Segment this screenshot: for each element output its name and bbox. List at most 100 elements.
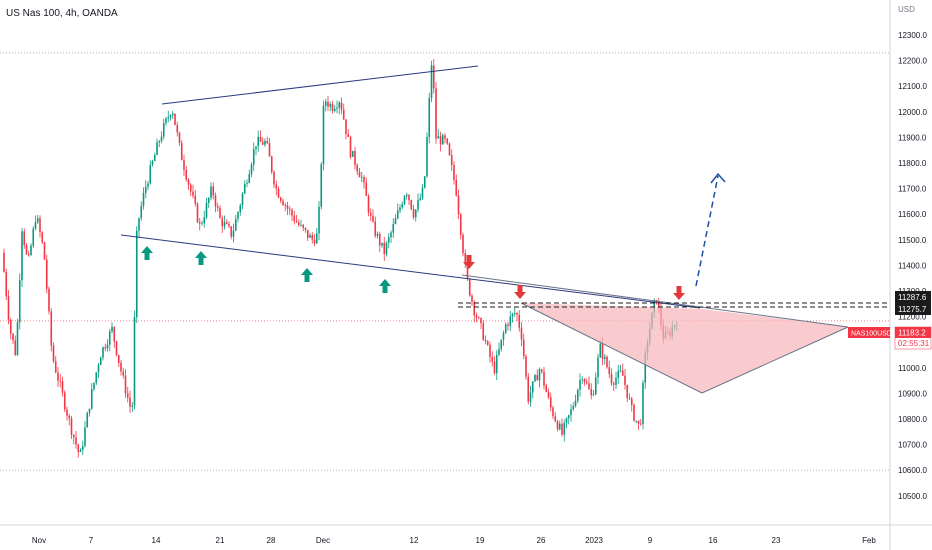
candle-body bbox=[149, 165, 152, 184]
candle-body bbox=[52, 345, 55, 362]
candle-body bbox=[169, 115, 172, 118]
down-arrow-icon[interactable] bbox=[673, 286, 685, 300]
price-marker-badge bbox=[895, 303, 931, 315]
candle-body bbox=[403, 196, 406, 205]
up-arrow-icon[interactable] bbox=[379, 279, 391, 293]
candle-body bbox=[9, 319, 12, 334]
candle-body bbox=[448, 143, 451, 156]
candle-body bbox=[363, 177, 365, 183]
candle-body bbox=[205, 202, 208, 218]
candle-body bbox=[594, 377, 597, 395]
candle-body bbox=[243, 183, 246, 194]
candle-body bbox=[351, 150, 354, 157]
candle-body bbox=[342, 109, 345, 120]
candle-body bbox=[18, 280, 21, 323]
drawings[interactable] bbox=[120, 65, 890, 394]
candle-body bbox=[565, 418, 568, 423]
candle-body bbox=[464, 253, 467, 265]
candle-body bbox=[223, 222, 226, 227]
candle-body bbox=[511, 313, 514, 317]
candle-body bbox=[68, 415, 71, 419]
candle-body bbox=[176, 124, 179, 133]
candle-body bbox=[507, 324, 509, 326]
candle-body bbox=[124, 375, 127, 394]
chart-title: US Nas 100, 4h, OANDA bbox=[6, 8, 118, 19]
countdown-label: 02:55:31 bbox=[898, 339, 930, 348]
candle-body bbox=[171, 113, 174, 116]
candle-body bbox=[428, 97, 431, 138]
candle-body bbox=[612, 383, 615, 385]
candle-body bbox=[311, 235, 314, 240]
candle-body bbox=[432, 65, 435, 89]
candle-body bbox=[142, 192, 145, 206]
candle-body bbox=[59, 380, 62, 382]
candle-body bbox=[180, 142, 183, 161]
candle-body bbox=[520, 327, 523, 340]
candle-body bbox=[196, 203, 199, 223]
candle-body bbox=[489, 344, 491, 357]
candle-body bbox=[455, 179, 458, 196]
candle-body bbox=[522, 339, 525, 357]
time-tick-label: 16 bbox=[709, 536, 718, 545]
down-arrow-icon[interactable] bbox=[514, 285, 526, 299]
candle-body bbox=[162, 123, 165, 137]
candle-body bbox=[446, 138, 449, 144]
candle-body bbox=[608, 367, 611, 374]
candle-body bbox=[313, 239, 316, 244]
up-arrow-icon[interactable] bbox=[301, 268, 313, 282]
candle-body bbox=[500, 339, 503, 350]
candle-body bbox=[354, 150, 356, 166]
candle-body bbox=[300, 224, 302, 226]
dotted-levels bbox=[0, 52, 890, 471]
candle-body bbox=[151, 160, 154, 166]
candle-body bbox=[601, 343, 604, 359]
triangle-upper-edge[interactable] bbox=[461, 274, 849, 328]
candle-body bbox=[516, 313, 518, 315]
candle-body bbox=[495, 354, 498, 374]
up-arrow-icon[interactable] bbox=[141, 246, 153, 260]
candle-body bbox=[75, 437, 77, 445]
candle-body bbox=[50, 311, 53, 346]
candle-body bbox=[439, 136, 442, 145]
last-price-badge bbox=[895, 327, 931, 338]
projection-arrow-line[interactable] bbox=[695, 175, 719, 287]
candle-body bbox=[315, 233, 318, 244]
candle-body bbox=[327, 101, 329, 107]
candle-body bbox=[304, 227, 307, 230]
candle-body bbox=[43, 242, 46, 260]
candle-body bbox=[266, 141, 269, 144]
price-tick-label: 11600.0 bbox=[898, 210, 927, 219]
candle-body bbox=[414, 209, 417, 218]
candle-body bbox=[599, 343, 602, 358]
candle-body bbox=[457, 195, 460, 215]
candle-body bbox=[558, 423, 561, 430]
channel-lower-trendline[interactable] bbox=[120, 234, 701, 309]
candle-body bbox=[41, 232, 44, 243]
candles bbox=[3, 58, 678, 458]
price-tick-label: 12200.0 bbox=[898, 57, 927, 66]
candle-body bbox=[509, 316, 512, 326]
projection-arrow-head[interactable] bbox=[710, 172, 726, 184]
candle-body bbox=[653, 300, 656, 313]
price-marker-badge bbox=[895, 291, 931, 303]
candle-body bbox=[534, 375, 536, 382]
candle-body bbox=[338, 102, 341, 108]
candle-body bbox=[518, 314, 521, 328]
channel-upper-trendline[interactable] bbox=[161, 65, 479, 105]
triangle-lower-edge[interactable] bbox=[520, 302, 703, 394]
price-tick-label: 10800.0 bbox=[898, 415, 927, 424]
candle-body bbox=[57, 372, 59, 381]
candle-body bbox=[79, 450, 82, 452]
candle-body bbox=[189, 184, 192, 192]
candle-body bbox=[23, 231, 26, 245]
candle-body bbox=[597, 357, 599, 378]
candle-body bbox=[527, 376, 530, 402]
candle-body bbox=[421, 187, 424, 199]
triangle-right-edge[interactable] bbox=[701, 326, 849, 394]
price-tick-label: 11900.0 bbox=[898, 133, 927, 142]
up-arrow-icon[interactable] bbox=[195, 251, 207, 265]
candle-body bbox=[117, 354, 120, 363]
down-arrow-icon[interactable] bbox=[463, 255, 475, 269]
triangle-pattern-fill[interactable] bbox=[521, 303, 848, 393]
